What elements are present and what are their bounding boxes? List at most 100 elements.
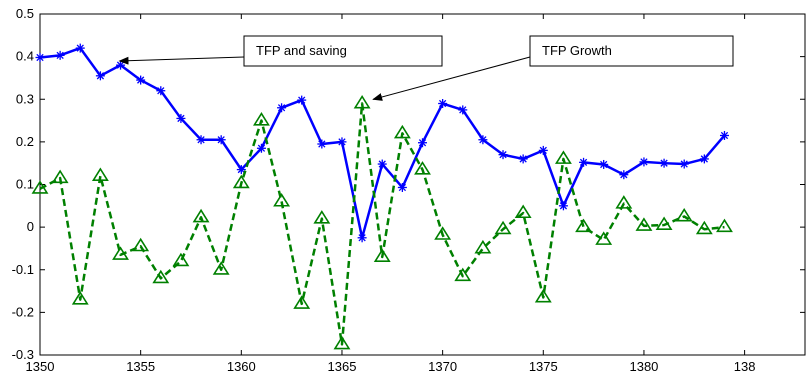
data-point-growth (514, 204, 532, 219)
data-point-saving (256, 143, 266, 153)
data-point-growth (655, 216, 673, 230)
data-point-growth (414, 161, 431, 175)
data-point-growth (393, 124, 411, 139)
marker-stroke (257, 144, 266, 152)
marker-stroke (499, 151, 507, 159)
data-point-saving (538, 145, 548, 155)
y-tick-label: 0.1 (16, 177, 34, 192)
data-point-saving (176, 113, 186, 123)
data-point-saving (579, 157, 589, 167)
data-point-saving (55, 50, 65, 60)
data-point-growth (132, 237, 150, 252)
x-tick-label: 138 (734, 359, 756, 374)
data-point-saving (277, 103, 287, 113)
marker-stroke (338, 138, 346, 146)
data-point-saving (679, 159, 689, 169)
series-growth (31, 95, 733, 350)
marker-stroke (640, 158, 648, 166)
y-tick-label: 0.3 (16, 91, 34, 106)
data-point-saving (35, 52, 45, 62)
data-point-saving (639, 157, 649, 167)
data-point-saving (377, 159, 387, 169)
data-point-saving (418, 138, 427, 148)
x-axis: 1350 1355 1360 1365 1370 1375 1380 138 (26, 14, 756, 374)
x-tick-label: 1370 (428, 359, 457, 374)
annotation-layer: TFP and saving TFP Growth (118, 35, 734, 101)
marker-stroke (539, 146, 547, 155)
marker-stroke (137, 76, 145, 84)
series-layer (31, 43, 733, 350)
data-point-growth (232, 174, 250, 189)
data-point-growth (273, 193, 291, 207)
data-point-saving (558, 201, 568, 211)
annotation-arrow (118, 56, 245, 65)
data-point-saving (599, 159, 609, 169)
data-point-growth (554, 150, 572, 164)
annotation-label: TFP and saving (256, 43, 347, 58)
x-tick-label: 1380 (629, 359, 658, 374)
data-point-growth (192, 208, 210, 223)
x-tick-label: 1355 (126, 359, 155, 374)
series-saving (35, 43, 729, 243)
plot-area (39, 13, 806, 356)
data-point-growth (454, 267, 472, 282)
marker-stroke (358, 234, 366, 242)
data-point-saving (236, 165, 246, 175)
data-point-saving (397, 182, 407, 192)
data-point-growth (212, 261, 230, 275)
data-point-growth (434, 226, 452, 240)
y-tick-label: 0.2 (16, 134, 34, 149)
marker-stroke (579, 158, 588, 166)
data-point-saving (317, 139, 327, 149)
marker-stroke (519, 155, 527, 163)
data-point-growth (313, 210, 331, 224)
marker-stroke (378, 160, 386, 168)
data-point-saving (95, 71, 105, 81)
data-point-saving (75, 43, 85, 53)
data-point-growth (695, 220, 713, 235)
annotation-box (243, 35, 443, 67)
data-point-saving (116, 60, 126, 70)
y-tick-label: 0 (27, 219, 34, 234)
data-point-saving (156, 86, 166, 96)
data-point-growth (253, 112, 270, 126)
annotation-label: TFP Growth (542, 43, 612, 58)
y-axis: -0.3 -0.2 -0.1 0 0.1 0.2 0.3 0.4 0.5 (12, 6, 805, 362)
marker-stroke (56, 51, 64, 59)
data-point-growth (333, 335, 351, 350)
data-point-saving (438, 99, 448, 109)
data-point-growth (675, 207, 693, 222)
data-point-growth (112, 246, 129, 260)
data-point-growth (353, 95, 371, 109)
marker-stroke (36, 53, 44, 62)
data-point-growth (373, 248, 391, 262)
data-point-saving (619, 170, 629, 180)
marker-stroke (620, 171, 628, 179)
marker-stroke (438, 99, 447, 108)
marker-stroke (559, 202, 568, 210)
marker-stroke (298, 96, 306, 104)
marker-stroke (680, 160, 688, 168)
y-tick-label: 0.5 (16, 6, 34, 21)
data-point-saving (719, 130, 729, 140)
data-point-saving (478, 135, 488, 145)
data-point-growth (595, 231, 613, 245)
data-point-growth (31, 180, 49, 194)
data-point-saving (518, 154, 528, 164)
data-point-growth (91, 167, 109, 181)
marker-stroke (217, 136, 225, 144)
annotation-arrow (372, 56, 531, 101)
marker-stroke (479, 136, 487, 144)
annotation-box (529, 35, 734, 67)
marker-stroke (197, 136, 205, 144)
series-line-growth (39, 102, 725, 346)
annotation-saving: TFP and saving (118, 35, 443, 67)
data-point-saving (357, 233, 367, 243)
x-tick-label: 1360 (227, 359, 256, 374)
data-point-saving (498, 150, 508, 160)
data-point-growth (293, 295, 311, 309)
marker-stroke (418, 139, 427, 147)
data-point-growth (494, 220, 512, 235)
data-point-saving (196, 135, 206, 145)
